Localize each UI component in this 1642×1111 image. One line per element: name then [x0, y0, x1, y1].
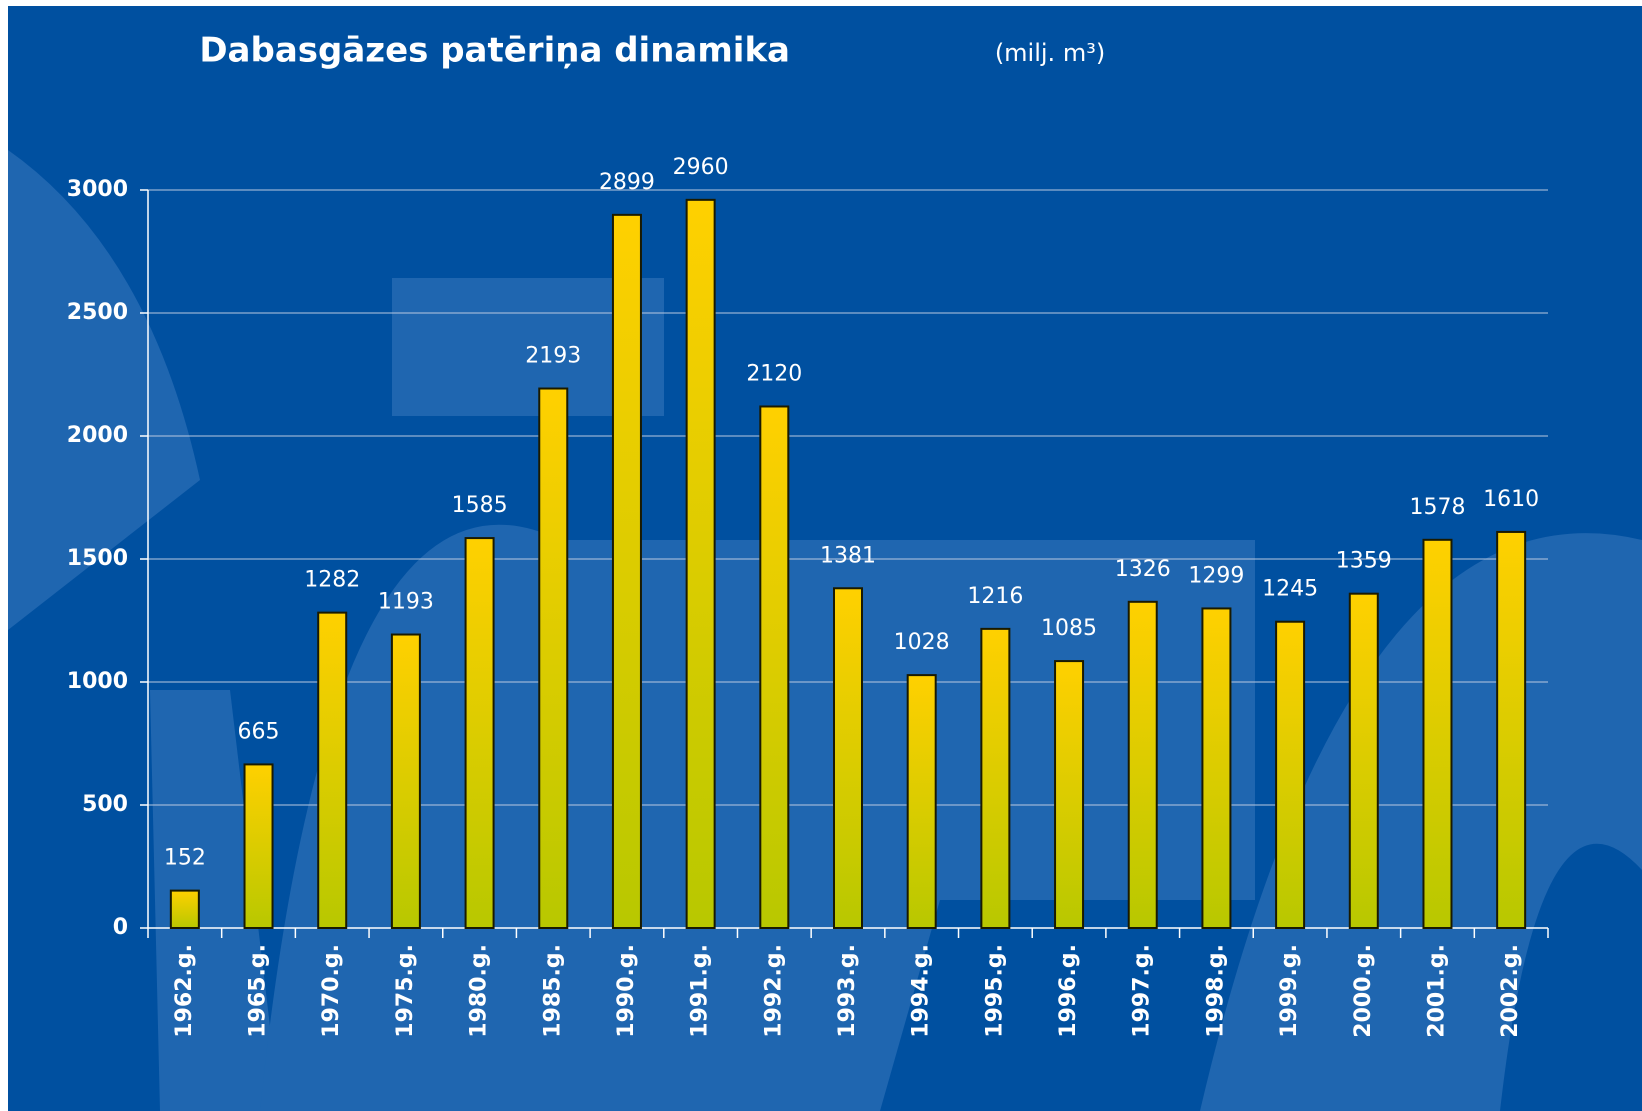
x-tick-label: 1992.g. [761, 944, 786, 1038]
x-tick-label: 1985.g. [540, 944, 565, 1038]
x-tick-label: 1999.g. [1277, 944, 1302, 1038]
x-tick-label: 1998.g. [1203, 944, 1228, 1038]
x-tick-label: 2002.g. [1498, 944, 1523, 1038]
data-label: 2193 [525, 344, 581, 369]
bar [759, 405, 790, 930]
y-tick-label: 0 [113, 915, 128, 940]
data-label: 1216 [967, 584, 1023, 609]
y-tick-label: 2000 [67, 423, 128, 448]
data-label: 2899 [599, 170, 655, 195]
y-tick-label: 1500 [67, 546, 128, 571]
x-tick-label: 1993.g. [835, 944, 860, 1038]
x-tick-label: 1997.g. [1130, 944, 1155, 1038]
y-tick-label: 1000 [67, 669, 128, 694]
chart-subtitle: (milj. m³) [995, 39, 1105, 67]
data-label: 1245 [1262, 577, 1318, 602]
data-label: 1381 [820, 543, 876, 568]
bar [833, 587, 863, 929]
data-label: 1028 [894, 630, 950, 655]
chart-title: Dabasgāzes patēriņa dinamika [199, 31, 790, 71]
data-label: 665 [238, 719, 280, 744]
y-tick-label: 2500 [67, 300, 128, 325]
bar [1127, 600, 1158, 930]
data-label: 1326 [1115, 557, 1171, 582]
data-label: 1578 [1409, 495, 1465, 520]
x-tick-label: 1965.g. [246, 944, 271, 1038]
plot: 0 500 1000 1500 2000 2500 3000 1962.g. 152 1965.g… [67, 155, 1549, 1038]
x-tick-label: 2000.g. [1351, 944, 1376, 1038]
bar [906, 674, 937, 929]
data-label: 1085 [1041, 616, 1097, 641]
bar [243, 763, 274, 929]
bar [1054, 660, 1085, 930]
bar [1496, 530, 1527, 929]
bar [1201, 607, 1232, 929]
data-label: 2120 [746, 361, 802, 386]
data-label: 1585 [452, 493, 508, 518]
data-label: 152 [164, 846, 206, 871]
bar [390, 633, 421, 929]
x-tick-label: 1980.g. [467, 944, 492, 1038]
bar [611, 213, 642, 929]
bar [980, 627, 1011, 929]
data-label: 1282 [304, 568, 360, 593]
data-label: 1610 [1483, 487, 1539, 512]
x-tick-label: 1990.g. [614, 944, 639, 1038]
bar [1275, 620, 1306, 929]
x-tick-label: 1970.g. [319, 944, 344, 1038]
y-tick-label: 3000 [67, 177, 128, 202]
bar [1348, 592, 1379, 929]
bar [169, 889, 200, 929]
data-label: 1359 [1336, 549, 1392, 574]
x-tick-label: 1975.g. [393, 944, 418, 1038]
bar [1422, 538, 1453, 929]
data-label: 1299 [1188, 563, 1244, 588]
y-tick-label: 500 [82, 792, 128, 817]
data-label: 1193 [378, 590, 434, 615]
bar [538, 387, 569, 930]
data-label: 2960 [673, 155, 729, 180]
bar [317, 611, 348, 929]
x-tick-label: 1962.g. [172, 944, 197, 1038]
x-tick-label: 1996.g. [1056, 944, 1081, 1038]
x-tick-label: 1991.g. [688, 944, 713, 1038]
x-tick-label: 1994.g. [909, 944, 934, 1038]
bar [685, 198, 716, 929]
bar [464, 537, 495, 930]
x-tick-label: 2001.g. [1424, 944, 1449, 1038]
x-tick-label: 1995.g. [982, 944, 1007, 1038]
